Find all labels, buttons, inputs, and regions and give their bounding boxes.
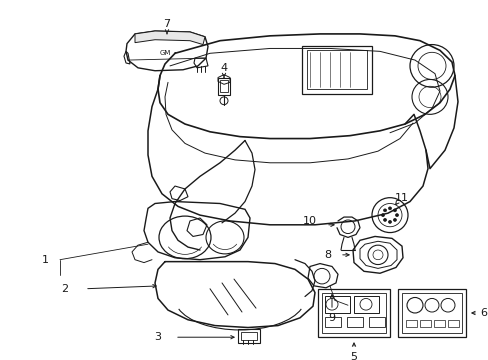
- Bar: [317, 289, 389, 337]
- Text: 8: 8: [324, 250, 331, 260]
- Bar: [353, 296, 378, 313]
- Bar: [368, 317, 384, 327]
- Bar: [447, 320, 458, 327]
- Text: 5: 5: [350, 352, 357, 360]
- Bar: [325, 296, 349, 313]
- Bar: [325, 317, 340, 327]
- Bar: [346, 317, 362, 327]
- Circle shape: [393, 219, 396, 221]
- Text: 9: 9: [328, 313, 335, 323]
- Bar: [306, 50, 366, 89]
- Text: 6: 6: [480, 308, 487, 318]
- Circle shape: [383, 209, 386, 212]
- Bar: [401, 293, 461, 333]
- Circle shape: [395, 214, 398, 217]
- Text: 1: 1: [41, 255, 48, 265]
- Circle shape: [383, 219, 386, 221]
- Bar: [220, 80, 227, 92]
- Circle shape: [387, 207, 391, 210]
- Bar: [238, 329, 260, 343]
- Text: 2: 2: [61, 284, 68, 294]
- Text: 4: 4: [220, 63, 227, 73]
- Bar: [397, 289, 465, 337]
- Bar: [405, 320, 416, 327]
- Text: GM: GM: [159, 50, 170, 56]
- Bar: [241, 332, 257, 340]
- Text: 3: 3: [154, 332, 161, 342]
- Bar: [321, 293, 385, 333]
- Circle shape: [387, 220, 391, 223]
- Circle shape: [381, 214, 384, 217]
- Bar: [419, 320, 430, 327]
- Text: 11: 11: [394, 193, 408, 203]
- Text: 7: 7: [163, 19, 170, 29]
- Polygon shape: [135, 31, 204, 45]
- Bar: [218, 77, 229, 95]
- Circle shape: [393, 209, 396, 212]
- Bar: [302, 46, 371, 94]
- Text: 10: 10: [303, 216, 316, 226]
- Bar: [433, 320, 444, 327]
